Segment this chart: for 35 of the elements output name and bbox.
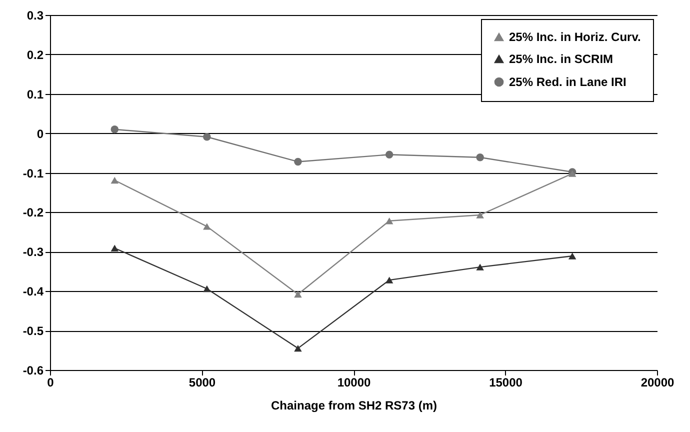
y-tick-label: 0.2: [26, 48, 44, 62]
point: [476, 154, 484, 162]
legend-label: 25% Inc. in SCRIM: [509, 52, 614, 66]
point: [203, 285, 211, 292]
point: [294, 158, 302, 166]
point: [385, 218, 394, 224]
x-tick-label: 20000: [640, 376, 675, 390]
point: [385, 276, 394, 284]
y-tick-label: 0.1: [26, 87, 44, 102]
x-tick-label: 15000: [489, 376, 523, 390]
point: [110, 176, 119, 184]
y-tick-label: -0.6: [22, 364, 44, 378]
point: [385, 150, 394, 158]
point: [203, 223, 211, 230]
legend-label: 25% Inc. in Horiz. Curv.: [509, 30, 641, 44]
point: [476, 212, 484, 218]
x-tick-label: 0: [47, 376, 54, 390]
point: [294, 344, 302, 352]
y-tick-label: 0.3: [26, 8, 44, 22]
x-tick-label: 5000: [188, 376, 216, 390]
y-tick-label: -0.4: [22, 284, 44, 299]
x-tick-label: 10000: [337, 376, 372, 390]
point: [203, 133, 211, 141]
point: [294, 290, 302, 298]
legend-label: 25% Red. in Lane IRI: [509, 75, 626, 89]
y-tick-label: -0.2: [22, 206, 44, 220]
point: [110, 244, 119, 252]
point: [476, 264, 484, 270]
point: [110, 126, 119, 134]
y-tick-label: -0.1: [22, 166, 44, 180]
x-axis-title: Chainage from SH2 RS73 (m): [270, 398, 438, 412]
y-tick-label: -0.5: [22, 324, 44, 338]
point: [568, 252, 576, 260]
y-tick-label: 0: [36, 126, 44, 141]
y-tick-label: -0.3: [22, 245, 44, 260]
